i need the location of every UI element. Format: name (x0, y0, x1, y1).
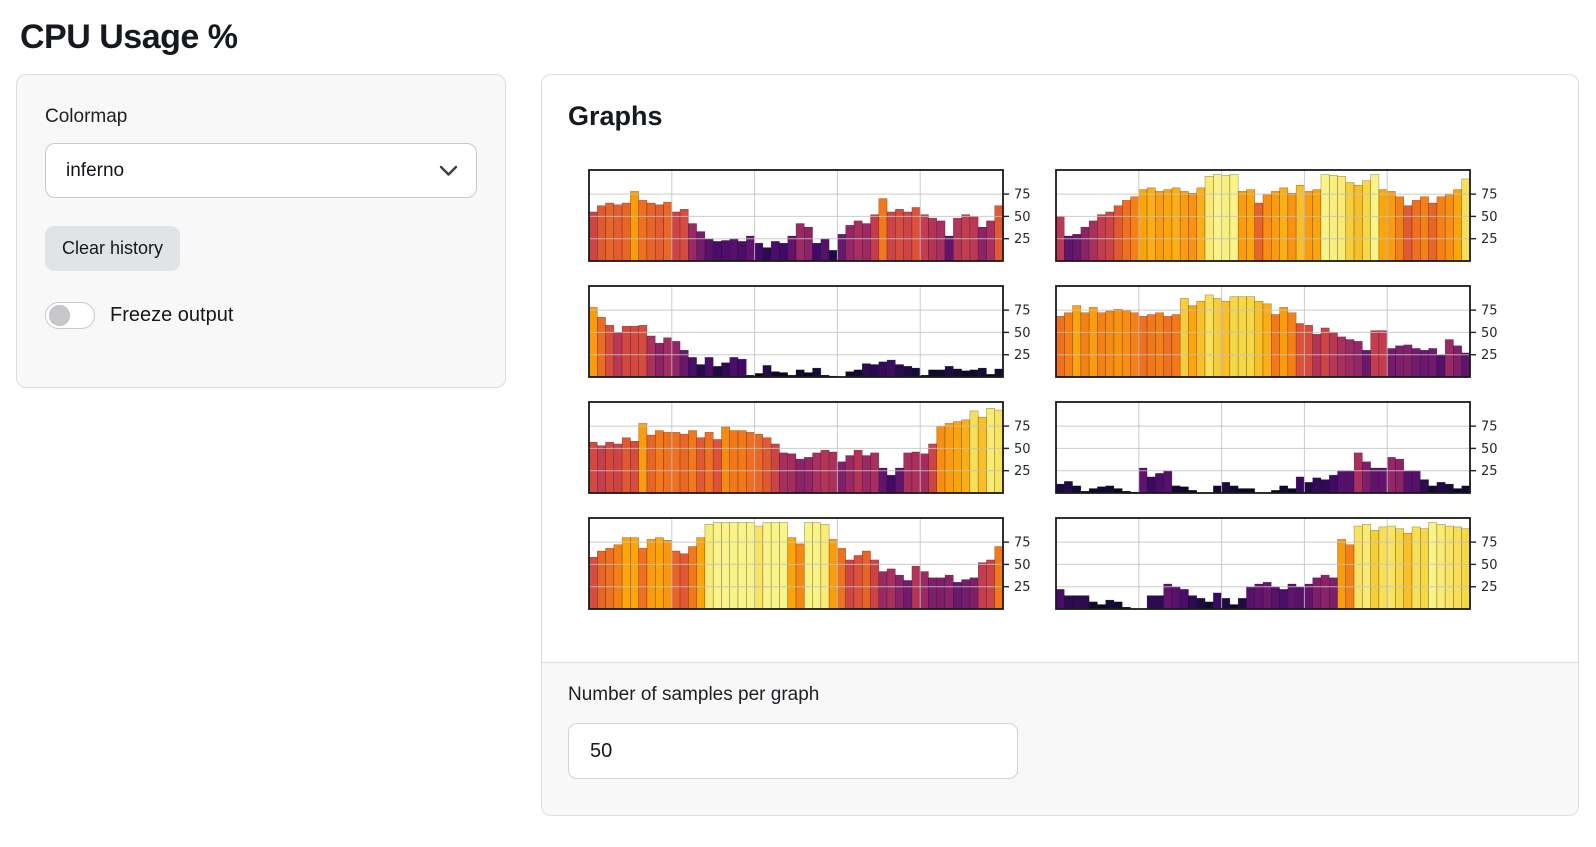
page: CPU Usage % Colormap inferno Clear histo… (16, 18, 1580, 816)
graphs-body: Graphs 25 50 75 25 50 75 25 50 75 25 50 75 25 50 75 25 5… (542, 75, 1578, 662)
graphs-title: Graphs (568, 101, 663, 131)
clear-history-button[interactable]: Clear history (45, 226, 181, 271)
control-panel: Colormap inferno Clear history Freeze ou… (16, 74, 506, 388)
freeze-output-label: Freeze output (110, 304, 234, 326)
cpu-usage-chart-5: 25 50 75 (588, 400, 1048, 494)
svg-text:75: 75 (1481, 536, 1498, 551)
colormap-label: Colormap (45, 106, 128, 127)
chevron-down-icon (439, 165, 458, 177)
svg-text:50: 50 (1481, 210, 1498, 225)
page-title: CPU Usage % (20, 18, 238, 56)
svg-text:25: 25 (1014, 232, 1031, 247)
graphs-card: Graphs 25 50 75 25 50 75 25 50 75 25 50 75 25 50 75 25 5… (541, 74, 1579, 816)
samples-section: Number of samples per graph (542, 662, 1578, 815)
svg-text:25: 25 (1481, 348, 1498, 363)
samples-label: Number of samples per graph (568, 684, 820, 705)
main-layout: Colormap inferno Clear history Freeze ou… (16, 74, 1580, 816)
samples-input[interactable] (568, 723, 1018, 779)
colormap-select[interactable]: inferno (45, 143, 477, 198)
freeze-toggle[interactable] (45, 302, 95, 329)
svg-text:75: 75 (1481, 304, 1498, 319)
svg-text:25: 25 (1481, 464, 1498, 479)
svg-text:50: 50 (1014, 442, 1031, 457)
svg-text:75: 75 (1481, 420, 1498, 435)
svg-text:75: 75 (1014, 420, 1031, 435)
svg-text:50: 50 (1481, 442, 1498, 457)
freeze-toggle-knob (49, 305, 70, 326)
cpu-usage-chart-3: 25 50 75 (588, 284, 1048, 378)
svg-text:25: 25 (1481, 580, 1498, 595)
charts-grid: 25 50 75 25 50 75 25 50 75 25 50 75 25 50 75 25 50 75 25 50… (588, 168, 1552, 610)
svg-text:75: 75 (1014, 304, 1031, 319)
freeze-toggle-row: Freeze output (45, 302, 477, 329)
cpu-usage-chart-2: 25 50 75 (1055, 168, 1515, 262)
cpu-usage-chart-8: 25 50 75 (1055, 516, 1515, 610)
svg-text:50: 50 (1014, 210, 1031, 225)
cpu-usage-chart-7: 25 50 75 (588, 516, 1048, 610)
colormap-selected-value: inferno (66, 159, 125, 181)
cpu-usage-chart-4: 25 50 75 (1055, 284, 1515, 378)
svg-text:75: 75 (1014, 536, 1031, 551)
svg-text:50: 50 (1014, 558, 1031, 573)
svg-text:25: 25 (1014, 580, 1031, 595)
svg-text:50: 50 (1481, 326, 1498, 341)
svg-text:25: 25 (1014, 348, 1031, 363)
svg-text:50: 50 (1481, 558, 1498, 573)
svg-text:25: 25 (1014, 464, 1031, 479)
svg-text:75: 75 (1481, 188, 1498, 203)
svg-text:50: 50 (1014, 326, 1031, 341)
svg-text:75: 75 (1014, 188, 1031, 203)
cpu-usage-chart-6: 25 50 75 (1055, 400, 1515, 494)
cpu-usage-chart-1: 25 50 75 (588, 168, 1048, 262)
svg-text:25: 25 (1481, 232, 1498, 247)
